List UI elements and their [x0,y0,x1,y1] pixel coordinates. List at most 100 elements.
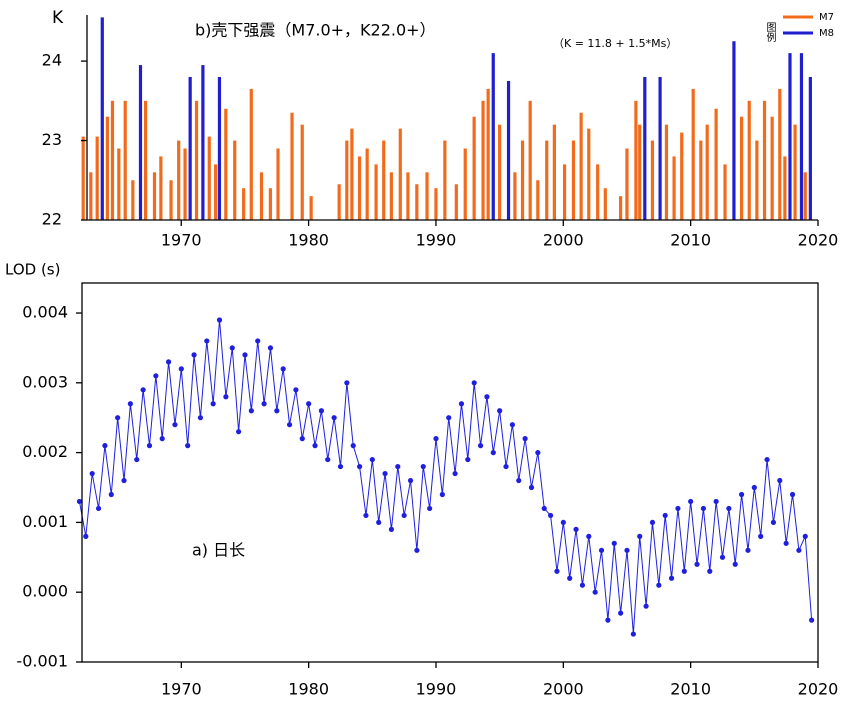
data-point [95,505,102,512]
data-point [503,463,509,470]
bar [562,164,567,220]
data-point [579,582,586,588]
x-tick-label: 1970 [161,231,202,250]
data-point [446,415,452,421]
data-point [802,533,808,539]
data-point [401,512,407,519]
bar [481,100,485,220]
data-point [509,422,515,428]
x-tick-label: 2010 [670,680,711,699]
data-point [726,505,732,512]
data-point [376,519,382,526]
bar [778,88,782,220]
data-point [586,533,592,539]
bar [643,76,647,220]
bar [755,140,759,220]
x-tick-label: 1980 [288,231,329,250]
bar [207,136,211,220]
bar [300,124,304,220]
bar [793,124,797,220]
data-point [713,498,719,505]
bar [723,164,727,220]
data-point [121,477,127,484]
bar [658,76,662,220]
data-point [471,380,477,386]
annotation: a) 日长 [192,541,245,560]
bar [169,180,173,220]
data-point [236,429,242,435]
data-point [108,491,114,498]
bar [803,172,807,220]
bar [788,53,792,221]
bar [762,100,767,220]
bar [747,100,751,220]
bar [699,140,703,220]
bar [217,76,222,220]
data-point [611,540,617,546]
x-tick-label: 2020 [798,231,839,250]
data-point [528,484,535,491]
data-point [140,387,146,393]
data-point [286,422,293,428]
data-point [76,498,83,505]
data-point [624,547,630,553]
bar [799,53,804,221]
data-point [350,443,356,449]
bar [350,128,354,220]
data-point [458,401,465,407]
bar [739,116,744,220]
bar [224,108,228,220]
x-tick-label: 2020 [798,680,839,699]
data-point [490,450,496,456]
data-point [102,443,108,449]
data-point [598,547,605,553]
data-point [267,345,274,351]
bar [268,188,272,220]
bar [194,100,199,220]
data-point [764,456,770,463]
data-point [745,547,751,553]
bar [105,116,109,220]
x-tick-label: 2000 [543,680,584,699]
bar [603,188,607,220]
data-point [605,617,611,623]
bar [290,112,294,220]
data-point [146,443,153,449]
bar [486,88,490,220]
data-point [414,547,420,553]
legend-title: 图例 [764,22,776,43]
y-tick-label: 24 [42,51,62,70]
data-point [153,373,159,379]
bar [808,76,812,220]
data-point [637,533,643,539]
data-point [229,345,235,351]
data-point [312,443,318,449]
bar [382,140,386,220]
data-point [293,387,299,393]
bar [472,116,476,220]
y-tick-label: 22 [42,210,62,229]
data-point [274,408,280,414]
y-axis-label: K [52,8,64,28]
bar [770,116,774,220]
data-point [497,408,503,414]
bar [454,184,458,220]
data-point [210,401,216,407]
bar [425,172,429,220]
bar [638,124,642,220]
data-point [649,519,656,526]
bar [783,156,787,220]
y-axis-label: LOD (s) [5,261,60,279]
data-point [382,470,388,477]
bar [406,172,410,220]
data-point [420,463,426,470]
data-point [554,568,560,574]
data-point [618,610,624,616]
legend-label: M7 [819,12,834,23]
bar [443,140,447,220]
data-point [573,526,579,532]
plot-frame [81,282,819,663]
data-point [688,498,694,505]
bar [123,100,127,220]
